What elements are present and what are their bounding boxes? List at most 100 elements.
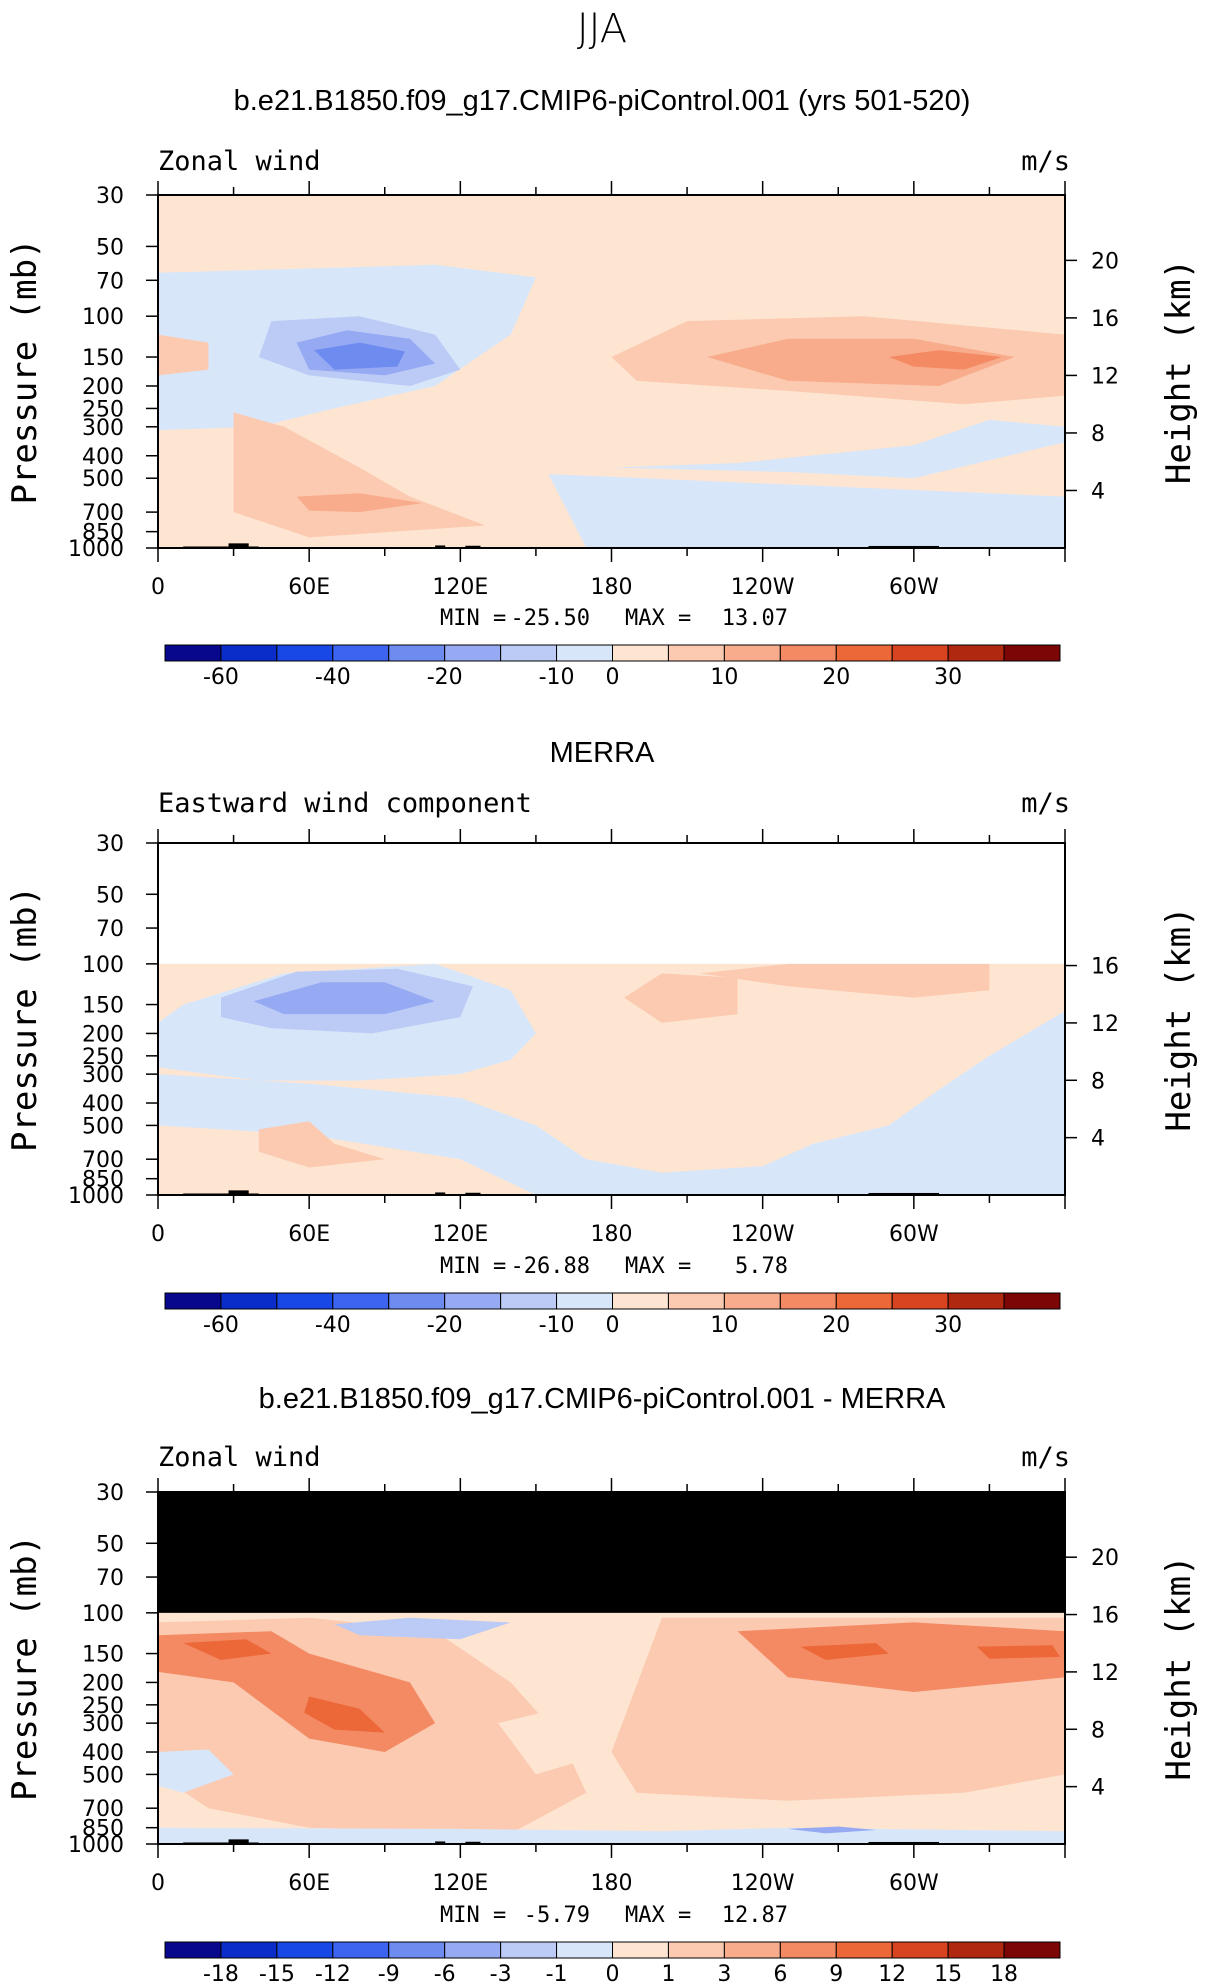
colorbar-label: -10 <box>539 665 575 690</box>
y-axis-title: Pressure (mb) <box>5 1535 45 1801</box>
contour-region <box>296 493 423 513</box>
height-tick-label: 4 <box>1091 479 1105 504</box>
y-tick-label: 30 <box>96 1481 124 1506</box>
colorbar-swatch <box>388 1292 446 1310</box>
x-tick-label: 180 <box>591 575 633 600</box>
panel-title: b.e21.B1850.f09_g17.CMIP6-piControl.001 … <box>234 85 971 117</box>
colorbar-swatch <box>444 644 502 662</box>
x-tick-label: 60W <box>889 575 939 600</box>
colorbar-label: 30 <box>934 665 962 690</box>
colorbar-swatch <box>164 1941 222 1959</box>
colorbar-label: -1 <box>546 1962 568 1987</box>
x-tick-label: 60E <box>288 1871 330 1896</box>
x-tick-label: 120E <box>432 1871 488 1896</box>
contour-region <box>158 334 209 376</box>
max-label: MAX = <box>625 606 691 631</box>
colorbar-swatch <box>891 1941 949 1959</box>
max-value: 13.07 <box>722 606 788 631</box>
colorbar-swatch <box>276 1292 334 1310</box>
y-tick-label: 850 <box>82 1168 124 1193</box>
colorbar-swatch <box>332 1292 390 1310</box>
y-tick-label: 70 <box>96 917 124 942</box>
colorbar-label: 0 <box>606 665 620 690</box>
colorbar-swatch <box>164 1292 222 1310</box>
colorbar-label: -10 <box>539 1313 575 1338</box>
x-tick-label: 60E <box>288 575 330 600</box>
y-tick-label: 200 <box>82 375 124 400</box>
contour-region <box>976 1645 1060 1659</box>
colorbar-swatch <box>891 1292 949 1310</box>
units-label: m/s <box>1021 1442 1070 1473</box>
plot-area <box>158 843 1065 1195</box>
y-tick-label: 200 <box>82 1022 124 1047</box>
height-tick-label: 8 <box>1091 1718 1105 1743</box>
colorbar-swatch <box>723 1292 781 1310</box>
x-tick-label: 120W <box>731 575 795 600</box>
y-tick-label: 850 <box>82 1817 124 1842</box>
figure-title: JJA <box>577 6 627 52</box>
colorbar-label: 1 <box>661 1962 675 1987</box>
y-axis-title: Pressure (mb) <box>5 238 45 504</box>
colorbar-swatch <box>556 644 613 662</box>
terrain-mask <box>228 543 249 548</box>
contour-region <box>183 1639 272 1660</box>
x-tick-label: 120W <box>731 1222 795 1247</box>
contour-region <box>158 1749 234 1793</box>
colorbar-swatch <box>444 1292 502 1310</box>
y-tick-label: 700 <box>82 1797 124 1822</box>
min-label: MIN = <box>440 606 506 631</box>
colorbar-swatch <box>220 1941 278 1959</box>
y-tick-label: 30 <box>96 184 124 209</box>
contour-region <box>314 342 405 370</box>
colorbar-swatch <box>779 1292 837 1310</box>
y-tick-label: 850 <box>82 521 124 546</box>
terrain-mask <box>435 545 446 548</box>
right-axis-title: Height (km) <box>1159 259 1199 484</box>
colorbar-swatch <box>500 1941 558 1959</box>
contour-region <box>253 982 436 1015</box>
min-value: -26.88 <box>511 1254 590 1279</box>
height-tick-label: 4 <box>1091 1776 1105 1801</box>
colorbar-swatch <box>891 644 949 662</box>
y-axis-title: Pressure (mb) <box>5 886 45 1152</box>
colorbar-label: -9 <box>378 1962 400 1987</box>
y-tick-label: 150 <box>82 346 124 371</box>
height-tick-label: 12 <box>1091 364 1119 389</box>
colorbar-label: 10 <box>710 665 738 690</box>
colorbar-label: -18 <box>203 1962 239 1987</box>
colorbar-label: -3 <box>490 1962 512 1987</box>
units-label: m/s <box>1021 146 1070 177</box>
y-tick-label: 1000 <box>68 1184 124 1209</box>
y-tick-label: 400 <box>82 445 124 470</box>
y-tick-label: 150 <box>82 994 124 1019</box>
colorbar-swatch <box>332 1941 390 1959</box>
y-tick-label: 250 <box>82 1045 124 1070</box>
height-tick-label: 4 <box>1091 1127 1105 1152</box>
height-tick-label: 12 <box>1091 1661 1119 1686</box>
x-tick-label: 60W <box>889 1871 939 1896</box>
y-tick-label: 50 <box>96 883 124 908</box>
x-tick-label: 0 <box>151 1871 165 1896</box>
colorbar-label: 20 <box>822 665 850 690</box>
y-tick-label: 300 <box>82 416 124 441</box>
contour-region <box>699 963 990 998</box>
max-label: MAX = <box>625 1903 691 1928</box>
max-value: 12.87 <box>722 1903 788 1928</box>
x-tick-label: 120E <box>432 575 488 600</box>
y-tick-label: 700 <box>82 1148 124 1173</box>
x-tick-label: 60E <box>288 1222 330 1247</box>
colorbar-label: 6 <box>773 1962 787 1987</box>
terrain-mask <box>228 1839 249 1844</box>
x-tick-label: 180 <box>591 1871 633 1896</box>
colorbar-swatch <box>332 644 390 662</box>
variable-label: Eastward wind component <box>158 788 532 819</box>
plot-area <box>158 1492 1065 1844</box>
y-tick-label: 500 <box>82 1763 124 1788</box>
terrain-mask <box>435 1841 446 1844</box>
y-tick-label: 400 <box>82 1092 124 1117</box>
colorbar-label: 30 <box>934 1313 962 1338</box>
colorbar-swatch <box>723 1941 781 1959</box>
x-tick-label: 60W <box>889 1222 939 1247</box>
missing-data-region <box>158 1492 1065 1613</box>
colorbar-label: -40 <box>315 1313 351 1338</box>
